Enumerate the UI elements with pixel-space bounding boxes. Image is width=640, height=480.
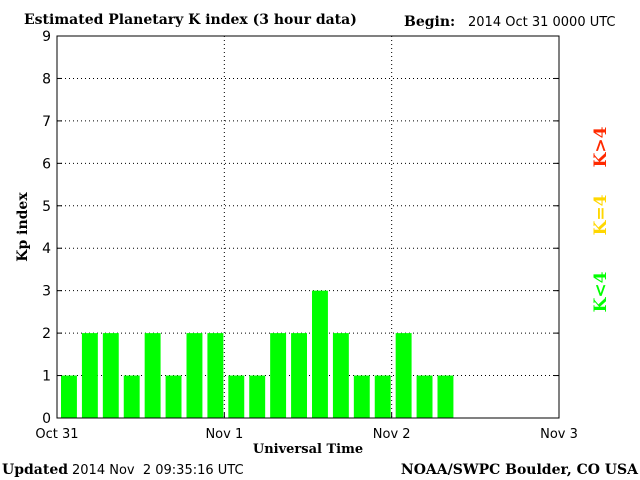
kp-bar [123, 375, 140, 418]
kp-bar [61, 375, 77, 418]
grid-lines [57, 35, 559, 418]
x-tick-label: Nov 2 [373, 427, 411, 442]
y-tick-label: 5 [42, 199, 51, 215]
kp-bar [332, 333, 349, 418]
kp-bar [228, 375, 245, 418]
kp-bar [102, 333, 119, 418]
legend-k-below-4: K<4 [591, 271, 611, 312]
kp-bar [144, 333, 161, 418]
legend-k-equal-4: K=4 [591, 194, 611, 235]
kp-bar [249, 375, 266, 418]
source-credit: NOAA/SWPC Boulder, CO USA [401, 462, 639, 478]
x-axis-ticks: Oct 31 Nov 1 Nov 2 Nov 3 [35, 413, 578, 442]
y-tick-label: 7 [42, 114, 51, 130]
legend-k-above-4: K>4 [591, 126, 611, 167]
begin-label: Begin: [404, 14, 455, 30]
kp-bar [165, 375, 182, 418]
updated-label: Updated [2, 462, 68, 478]
begin-value: 2014 Oct 31 0000 UTC [468, 15, 616, 30]
kp-bar [395, 333, 412, 418]
y-axis-label: Kp index [15, 192, 31, 262]
kp-bar [186, 333, 203, 418]
x-tick-label: Oct 31 [35, 427, 78, 442]
kp-bar [312, 290, 328, 418]
kp-bar [416, 375, 433, 418]
y-tick-label: 9 [42, 29, 51, 45]
y-tick-label: 1 [42, 369, 51, 385]
kp-bar [353, 375, 370, 418]
kp-bar [291, 333, 307, 418]
y-tick-label: 3 [42, 284, 51, 300]
y-tick-label: 0 [42, 411, 51, 427]
kp-bar [374, 375, 391, 418]
bars [61, 290, 454, 418]
y-tick-label: 6 [42, 156, 51, 172]
x-axis-label: Universal Time [253, 442, 363, 457]
chart-title: Estimated Planetary K index (3 hour data… [24, 12, 357, 28]
kp-bar [437, 375, 454, 418]
kp-bar [81, 333, 98, 418]
y-tick-label: 8 [42, 71, 51, 87]
y-tick-label: 4 [42, 241, 51, 257]
kp-bar [270, 333, 287, 418]
updated-value: 2014 Nov 2 09:35:16 UTC [72, 463, 244, 478]
kp-bar [207, 333, 224, 418]
plot-frame [56, 35, 560, 419]
x-tick-label: Nov 3 [540, 427, 578, 442]
x-tick-label: Nov 1 [205, 427, 243, 442]
y-tick-label: 2 [42, 326, 51, 342]
